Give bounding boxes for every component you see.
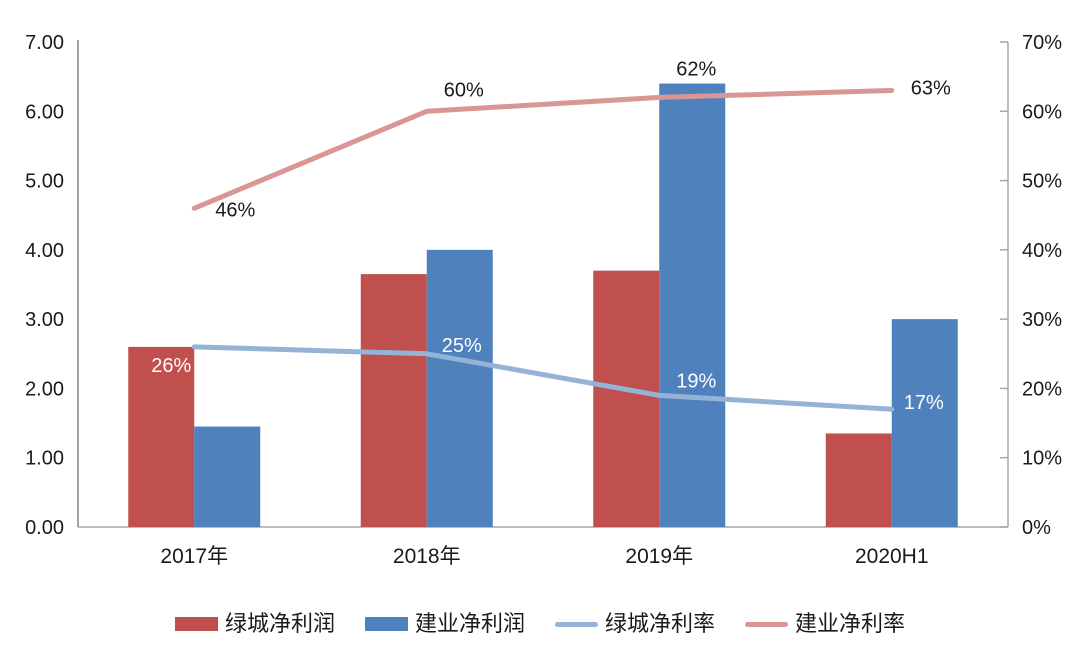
- left-axis-tick-label: 6.00: [25, 101, 64, 123]
- legend-item-4: 建业净利率: [745, 613, 905, 635]
- left-axis-tick-label: 0.00: [25, 517, 64, 539]
- right-axis-tick-label: 70%: [1022, 32, 1062, 54]
- line-series2: [191, 88, 895, 211]
- chart-legend: 绿城净利润 建业净利润 绿城净利率 建业净利率: [0, 604, 1080, 644]
- legend-label: 建业净利率: [795, 611, 906, 636]
- right-axis-tick-label: 30%: [1022, 309, 1062, 331]
- left-axis-tick-label: 3.00: [25, 309, 64, 331]
- right-axis-tick-label: 60%: [1022, 101, 1062, 123]
- legend-bar-swatch-icon: [364, 617, 408, 631]
- left-axis-tick-label: 7.00: [25, 32, 64, 54]
- bar-series2-cat1: [194, 426, 261, 527]
- legend-label: 绿城净利率: [605, 611, 716, 636]
- bar-series1-cat2: [360, 274, 427, 527]
- left-axis-tick-label: 1.00: [25, 448, 64, 470]
- bar-series1-cat3: [593, 270, 660, 527]
- legend-line-swatch-icon: [555, 621, 598, 627]
- line-series1-data-label: 19%: [676, 370, 716, 392]
- legend-item-2: 建业净利润: [364, 611, 525, 636]
- legend-item-1: 绿城净利润: [174, 611, 335, 636]
- line-series1: [191, 344, 895, 412]
- category-label: 2019年: [625, 545, 693, 568]
- left-axis-tick-label: 2.00: [25, 378, 64, 400]
- legend-label: 建业净利润: [414, 611, 525, 636]
- bar-series2-cat4: [891, 319, 958, 527]
- bar-series2-cat3: [659, 83, 726, 528]
- line-series2-data-label: 62%: [676, 58, 716, 80]
- line-series1-data-label: 25%: [442, 335, 482, 357]
- category-label: 2020H1: [855, 545, 929, 568]
- line-series2-data-label: 60%: [444, 79, 484, 101]
- legend-item-3: 绿城净利率: [555, 613, 715, 635]
- category-label: 2017年: [160, 545, 228, 568]
- left-axis-tick-label: 4.00: [25, 240, 64, 262]
- line-series2-data-label: 46%: [215, 199, 255, 221]
- bar-series1-cat1: [128, 346, 195, 527]
- right-axis-tick-label: 20%: [1022, 378, 1062, 400]
- right-axis-tick-label: 10%: [1022, 448, 1062, 470]
- left-axis-tick-label: 5.00: [25, 171, 64, 193]
- line-series1-data-label: 26%: [151, 355, 191, 377]
- right-axis-tick-label: 0%: [1022, 517, 1051, 539]
- legend-line-swatch-icon: [745, 621, 789, 627]
- legend-label: 绿城净利润: [224, 611, 335, 636]
- line-series2-data-label: 63%: [911, 78, 951, 100]
- right-axis-tick-label: 40%: [1022, 240, 1062, 262]
- bar-series1-cat4: [825, 433, 892, 527]
- bar-series2-cat2: [426, 249, 493, 527]
- right-axis-tick-label: 50%: [1022, 171, 1062, 193]
- legend-bar-swatch-icon: [174, 617, 218, 631]
- category-label: 2018年: [393, 545, 461, 568]
- line-series1-data-label: 17%: [904, 392, 944, 414]
